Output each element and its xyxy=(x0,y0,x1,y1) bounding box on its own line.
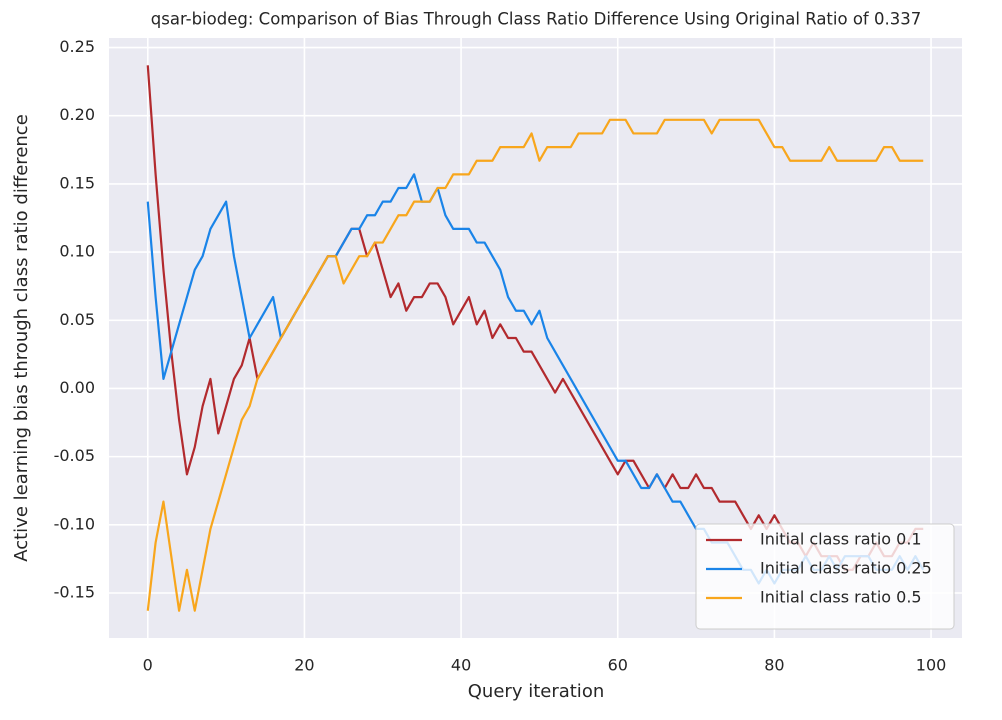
y-tick-label: -0.15 xyxy=(54,583,95,602)
x-tick-label: 20 xyxy=(294,656,314,675)
grid xyxy=(109,38,962,638)
x-tick-label: 80 xyxy=(764,656,784,675)
y-tick-label: 0.00 xyxy=(59,378,95,397)
x-tick-label: 60 xyxy=(608,656,628,675)
legend-label: Initial class ratio 0.5 xyxy=(760,588,922,607)
legend-label: Initial class ratio 0.25 xyxy=(760,559,932,578)
y-tick-label: -0.05 xyxy=(54,446,95,465)
x-tick-label: 0 xyxy=(143,656,153,675)
ticks: 0 20 40 60 80 100 -0.15 -0.10 -0.05 0.00 0.05 0.10 0… xyxy=(54,37,947,674)
x-tick-label: 40 xyxy=(451,656,471,675)
y-tick-label: 0.10 xyxy=(59,242,95,261)
y-tick-label: -0.10 xyxy=(54,514,95,533)
legend: Initial class ratio 0.1 Initial class rat… xyxy=(695,523,955,630)
data-line xyxy=(146,118,924,612)
y-axis-label: Active learning bias through class ratio… xyxy=(11,114,32,562)
legend-box xyxy=(695,523,955,630)
y-tick-label: 0.15 xyxy=(59,173,95,192)
y-tick-label: 0.05 xyxy=(59,310,95,329)
y-tick-label: 0.25 xyxy=(59,37,95,56)
chart-title: qsar-biodeg: Comparison of Bias Through … xyxy=(151,10,921,29)
x-axis-label: Query iteration xyxy=(468,681,604,702)
y-tick-label: 0.20 xyxy=(59,105,95,124)
legend-label: Initial class ratio 0.1 xyxy=(760,530,922,549)
x-tick-label: 100 xyxy=(916,656,947,675)
